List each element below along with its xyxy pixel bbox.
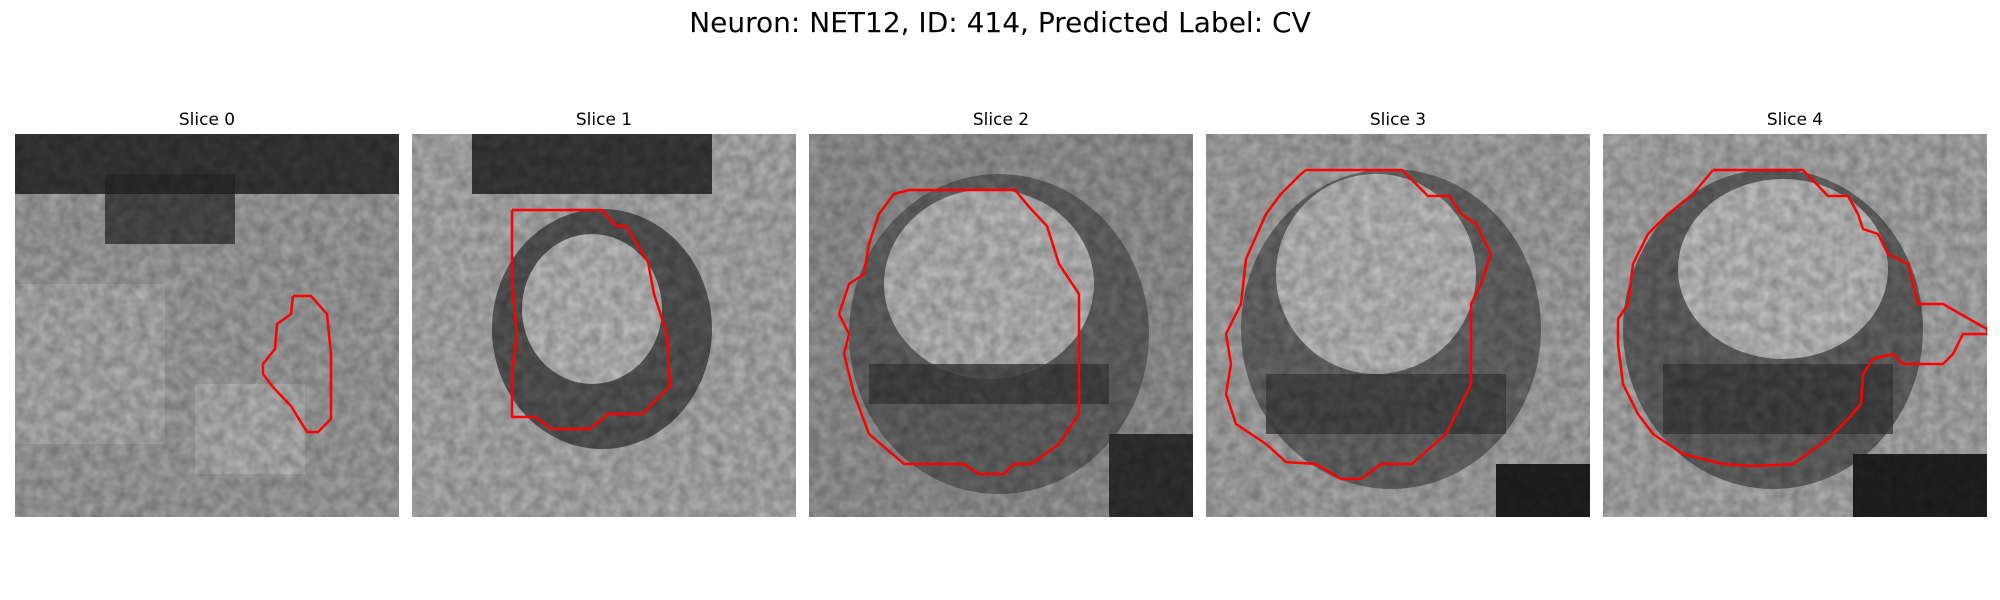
slice-1-title: Slice 1 xyxy=(575,110,633,130)
slice-0-texture xyxy=(15,134,399,517)
slice-3-texture xyxy=(1206,134,1590,517)
slice-0-panel xyxy=(15,134,399,517)
slice-2-title: Slice 2 xyxy=(972,110,1030,130)
slice-3-contour xyxy=(1224,168,1493,481)
slice-1-contour xyxy=(510,208,672,431)
slice-3-panel xyxy=(1206,134,1590,517)
slice-4-panel xyxy=(1603,134,1987,517)
slice-2-contour xyxy=(837,188,1081,476)
slice-2-panel xyxy=(809,134,1193,517)
slice-0-contour xyxy=(261,294,333,434)
slice-1-texture xyxy=(412,134,796,517)
slice-0-title: Slice 0 xyxy=(178,110,236,130)
slice-1-panel xyxy=(412,134,796,517)
figure-title: Neuron: NET12, ID: 414, Predicted Label:… xyxy=(689,6,1311,39)
slice-4-texture xyxy=(1603,134,1987,517)
slice-2-texture xyxy=(809,134,1193,517)
slice-4-contour xyxy=(1616,168,1987,468)
slice-3-title: Slice 3 xyxy=(1369,110,1427,130)
slice-4-title: Slice 4 xyxy=(1766,110,1824,130)
